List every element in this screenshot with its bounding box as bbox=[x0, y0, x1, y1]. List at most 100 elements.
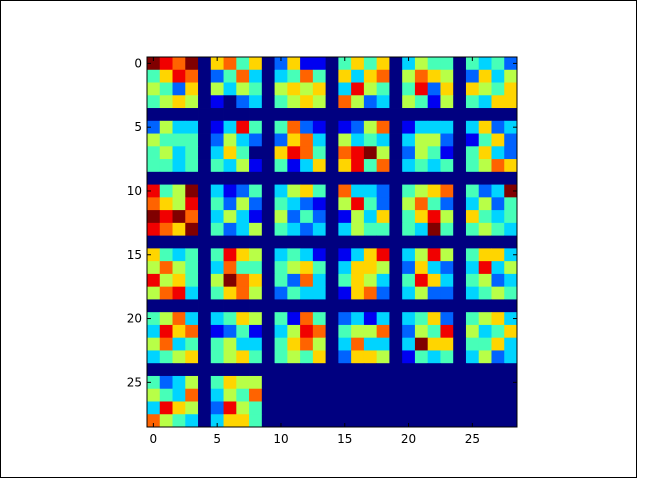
cell bbox=[364, 197, 377, 210]
cell bbox=[338, 159, 351, 172]
cell bbox=[389, 185, 402, 198]
image bbox=[147, 57, 517, 427]
cell bbox=[415, 134, 428, 147]
cell bbox=[326, 401, 339, 414]
cell bbox=[249, 414, 262, 427]
cell bbox=[287, 287, 300, 300]
cell bbox=[351, 159, 364, 172]
x-tick-label: 5 bbox=[213, 432, 221, 446]
cell bbox=[236, 376, 249, 389]
cell bbox=[300, 197, 313, 210]
cell bbox=[224, 389, 237, 402]
cell bbox=[160, 57, 173, 70]
cell bbox=[173, 134, 186, 147]
cell bbox=[351, 389, 364, 402]
cell bbox=[479, 363, 492, 376]
cell bbox=[440, 70, 453, 83]
cell bbox=[377, 376, 390, 389]
cell bbox=[453, 108, 466, 121]
cell bbox=[428, 350, 441, 363]
cell bbox=[275, 121, 288, 134]
cell bbox=[160, 159, 173, 172]
cell bbox=[185, 325, 198, 338]
cell bbox=[326, 363, 339, 376]
cell bbox=[224, 325, 237, 338]
cell bbox=[479, 146, 492, 159]
cell bbox=[185, 185, 198, 198]
cell bbox=[147, 159, 160, 172]
cell bbox=[185, 134, 198, 147]
cell bbox=[364, 363, 377, 376]
cell bbox=[185, 363, 198, 376]
cell bbox=[147, 95, 160, 108]
cell bbox=[211, 389, 224, 402]
cell bbox=[479, 389, 492, 402]
cell bbox=[415, 83, 428, 96]
cell bbox=[389, 338, 402, 351]
cell bbox=[338, 389, 351, 402]
cell bbox=[415, 389, 428, 402]
cell bbox=[224, 401, 237, 414]
cell bbox=[364, 376, 377, 389]
cell bbox=[224, 248, 237, 261]
cell bbox=[466, 389, 479, 402]
cell bbox=[262, 210, 275, 223]
cell bbox=[338, 223, 351, 236]
cell bbox=[453, 363, 466, 376]
cell bbox=[173, 146, 186, 159]
cell bbox=[173, 236, 186, 249]
cell bbox=[479, 121, 492, 134]
cell bbox=[453, 159, 466, 172]
cell bbox=[249, 299, 262, 312]
cell bbox=[198, 134, 211, 147]
cell bbox=[300, 108, 313, 121]
cell bbox=[326, 185, 339, 198]
y-tick-label: 15 bbox=[127, 248, 142, 262]
cell bbox=[185, 70, 198, 83]
cell bbox=[249, 376, 262, 389]
cell bbox=[415, 414, 428, 427]
cell bbox=[300, 172, 313, 185]
cell bbox=[236, 57, 249, 70]
cell bbox=[479, 223, 492, 236]
cell bbox=[160, 401, 173, 414]
cell bbox=[326, 338, 339, 351]
cell bbox=[453, 414, 466, 427]
cell bbox=[198, 401, 211, 414]
cell bbox=[389, 172, 402, 185]
cell bbox=[160, 121, 173, 134]
cell bbox=[415, 299, 428, 312]
cell bbox=[287, 210, 300, 223]
cell bbox=[428, 197, 441, 210]
cell bbox=[504, 146, 517, 159]
cell bbox=[224, 299, 237, 312]
cell bbox=[338, 363, 351, 376]
cell bbox=[351, 414, 364, 427]
cell bbox=[249, 338, 262, 351]
cell bbox=[275, 159, 288, 172]
cell bbox=[338, 146, 351, 159]
cell bbox=[160, 363, 173, 376]
cell bbox=[262, 57, 275, 70]
cell bbox=[479, 134, 492, 147]
cell bbox=[364, 287, 377, 300]
cell bbox=[262, 236, 275, 249]
cell bbox=[504, 83, 517, 96]
cell bbox=[428, 312, 441, 325]
cell bbox=[440, 83, 453, 96]
cell bbox=[466, 312, 479, 325]
cell bbox=[453, 172, 466, 185]
cell bbox=[491, 121, 504, 134]
cell bbox=[440, 350, 453, 363]
cell bbox=[364, 248, 377, 261]
cell bbox=[198, 287, 211, 300]
cell bbox=[224, 223, 237, 236]
cell bbox=[224, 70, 237, 83]
cell bbox=[466, 121, 479, 134]
cell bbox=[389, 159, 402, 172]
cell bbox=[453, 389, 466, 402]
cell bbox=[364, 401, 377, 414]
cell bbox=[249, 325, 262, 338]
cell bbox=[440, 95, 453, 108]
cell bbox=[185, 108, 198, 121]
